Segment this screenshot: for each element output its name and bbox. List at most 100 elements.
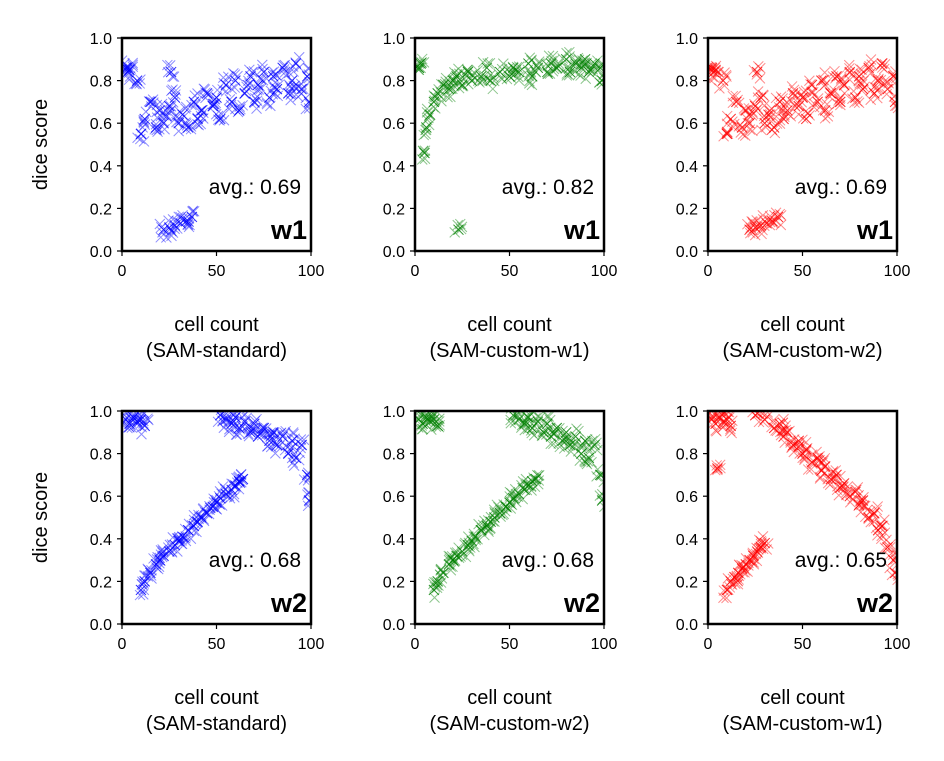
point-1-28-spread-1 <box>824 87 836 98</box>
point-1-6 <box>432 420 444 432</box>
point-1-10-spread-3 <box>447 80 459 91</box>
point-1-20 <box>787 88 799 99</box>
point-1-30 <box>570 58 582 69</box>
point-1-15 <box>475 70 487 82</box>
point-3-4-spread-3 <box>446 550 458 562</box>
point-1-3-spread-2 <box>122 64 133 76</box>
point-1-2-spread-4 <box>708 411 719 422</box>
point-1-33-spread-5 <box>265 100 276 112</box>
point-2-19-spread-4 <box>845 487 857 498</box>
point-1-16-spread-3 <box>766 124 778 135</box>
point-1-13-spread-5 <box>752 92 764 103</box>
point-2-5-spread-2 <box>525 425 537 436</box>
point-2-18-spread-3 <box>295 434 307 445</box>
point-3-11-spread-4 <box>761 544 773 555</box>
point-1-10-spread-4 <box>742 117 754 129</box>
point-2-1-spread-3 <box>155 231 167 243</box>
point-2-3 <box>755 220 767 231</box>
point-1-27 <box>233 105 245 116</box>
point-3-16-spread-2 <box>497 509 508 521</box>
point-1-36 <box>863 62 875 74</box>
point-1-25-spread-1 <box>808 101 820 113</box>
point-1-28-spread-4 <box>825 88 836 99</box>
point-1-42-spread-5 <box>300 103 311 115</box>
y-tick-label: 0.4 <box>90 159 112 176</box>
point-3-5-spread-2 <box>733 570 745 582</box>
point-2-1-spread-4 <box>217 415 228 426</box>
point-1-11-spread-2 <box>160 105 171 116</box>
point-1-14-spread-3 <box>756 124 767 136</box>
point-3-22-spread-4 <box>529 474 540 485</box>
series-2 <box>449 218 468 238</box>
point-2-14 <box>277 431 289 442</box>
point-3-1 <box>135 584 147 596</box>
point-2-6-spread-5 <box>187 205 199 217</box>
point-1-26-spread-1 <box>818 74 830 86</box>
point-1-4-spread-2 <box>714 83 725 94</box>
point-2-15-spread-4 <box>822 473 834 485</box>
point-2-14-spread-1 <box>569 438 581 450</box>
point-1-2 <box>415 58 427 69</box>
point-2-3 <box>519 418 530 430</box>
point-3-2-spread-1 <box>431 579 443 591</box>
point-1-19 <box>196 105 207 116</box>
point-1-30-spread-4 <box>566 59 578 70</box>
point-2-5-spread-5 <box>231 429 243 440</box>
point-1-24-spread-5 <box>530 66 541 77</box>
point-2-13 <box>271 439 283 451</box>
point-1-5-spread-5 <box>421 114 433 126</box>
point-1-40-spread-4 <box>295 78 307 90</box>
point-1-26-spread-4 <box>817 75 829 86</box>
point-3-8-spread-3 <box>748 557 760 568</box>
point-2-2-spread-3 <box>762 411 774 418</box>
point-1-4 <box>717 416 729 428</box>
point-1-20-spread-4 <box>510 65 522 76</box>
point-2-16-spread-1 <box>581 434 593 445</box>
y-tick-label: 1.0 <box>90 31 112 48</box>
point-1-3-spread-5 <box>712 412 724 423</box>
point-3-20-spread-5 <box>520 479 532 491</box>
point-1-7-spread-2 <box>435 86 446 98</box>
point-1-3-spread-5 <box>128 411 140 422</box>
point-1-25-spread-3 <box>814 101 826 113</box>
point-2-7-spread-1 <box>537 426 548 437</box>
point-1-7-spread-3 <box>148 97 159 108</box>
point-1-15-spread-5 <box>179 110 190 122</box>
point-1-32-spread-2 <box>844 62 855 74</box>
point-3-10-spread-2 <box>470 534 482 546</box>
point-3-7-spread-1 <box>166 546 177 557</box>
point-3-10-spread-3 <box>468 528 480 540</box>
point-3-19-spread-4 <box>217 481 229 492</box>
point-1-12-spread-3 <box>748 64 760 76</box>
point-1-24 <box>220 79 232 91</box>
point-1-3-spread-1 <box>417 145 429 157</box>
point-2-5 <box>180 215 192 227</box>
point-2-27-spread-2 <box>884 542 896 553</box>
y-tick-label: 0.4 <box>676 159 698 176</box>
point-2-9 <box>252 431 264 442</box>
point-2-2-spread-1 <box>747 227 759 238</box>
point-1-9-spread-1 <box>444 76 455 87</box>
point-1-22-spread-5 <box>208 98 220 110</box>
point-1-5-spread-4 <box>138 411 150 419</box>
point-3-9-spread-1 <box>469 541 480 553</box>
point-2-9-spread-5 <box>254 428 265 440</box>
point-1-36-spread-1 <box>865 54 877 65</box>
point-1-6 <box>428 96 440 108</box>
point-2-2-spread-4 <box>746 216 758 227</box>
point-1-32 <box>579 53 591 65</box>
point-2-4-spread-1 <box>777 417 789 429</box>
point-2-24 <box>868 507 880 519</box>
point-2-3-spread-3 <box>167 213 179 225</box>
point-3-23-spread-1 <box>532 478 544 490</box>
point-2-8-spread-2 <box>792 441 804 453</box>
series-3 <box>718 531 774 604</box>
point-2-10 <box>551 422 563 434</box>
y-tick-label: 0.6 <box>383 116 405 133</box>
point-2-14-spread-3 <box>573 425 584 437</box>
point-1-38-spread-5 <box>873 83 885 95</box>
point-2-16-spread-2 <box>827 465 839 477</box>
point-2-2-spread-2 <box>757 416 769 428</box>
point-1-33-spread-4 <box>585 63 596 75</box>
point-1-14 <box>759 117 771 129</box>
